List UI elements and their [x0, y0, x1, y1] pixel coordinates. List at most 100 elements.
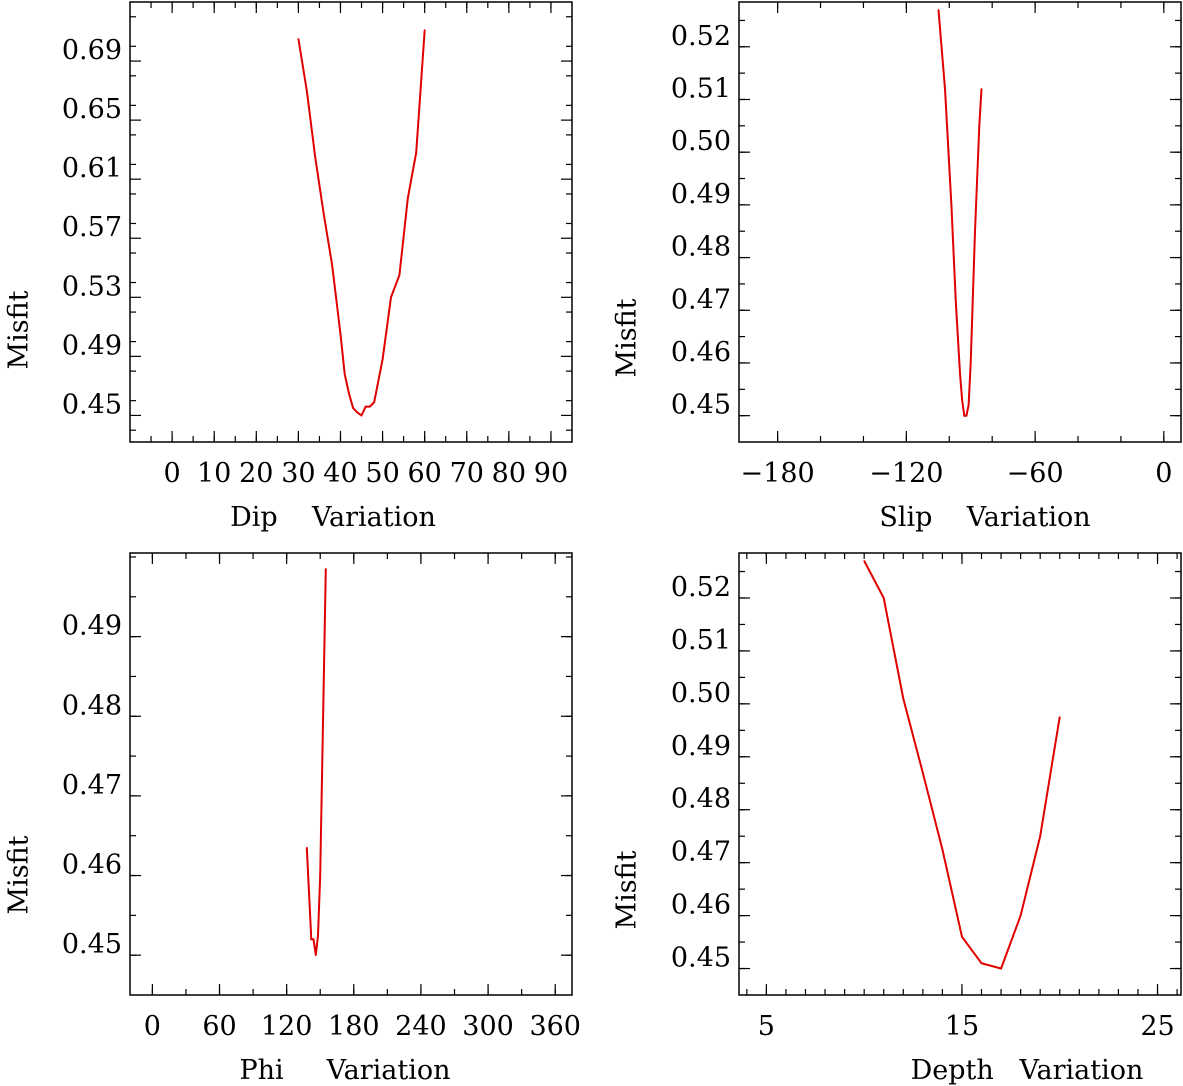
data-point — [339, 333, 342, 336]
y-tick-label: 0.51 — [671, 625, 731, 656]
y-tick-label: 0.49 — [671, 731, 731, 762]
y-axis-title: Misfit — [4, 290, 35, 369]
x-tick-label: −180 — [741, 458, 815, 489]
y-axis-title: Misfit — [612, 850, 643, 929]
data-point — [959, 372, 961, 375]
data-point — [1039, 835, 1041, 837]
data-point — [319, 874, 322, 877]
x-axis-title: Phi Variation — [240, 1055, 451, 1086]
data-point — [312, 938, 315, 941]
data-point — [314, 156, 317, 158]
data-point — [356, 411, 359, 414]
data-point — [1058, 716, 1061, 718]
plot-frame — [738, 552, 1182, 996]
x-axis-title: Dip Variation — [230, 502, 436, 533]
y-tick-label: 0.45 — [62, 929, 122, 960]
data-point — [297, 38, 300, 40]
data-point — [373, 401, 375, 403]
y-tick-label: 0.45 — [62, 389, 122, 420]
data-point — [398, 274, 401, 276]
y-tick-label: 0.65 — [62, 94, 122, 125]
chart-panel-1: 0 10 20 30 40 50 60 70 80 90 0.45 0.49 0.53 0.57 0.61 0… — [4, 1, 573, 533]
y-tick-label: 0.48 — [62, 690, 122, 721]
y-tick-label: 0.46 — [671, 337, 731, 368]
data-point — [390, 296, 392, 299]
x-tick-label: 240 — [395, 1011, 447, 1042]
data-point — [343, 373, 346, 375]
y-tick-label: 0.52 — [671, 572, 731, 603]
y-tick-label: 0.48 — [671, 784, 731, 815]
y-tick-label: 0.45 — [671, 943, 731, 974]
x-tick-label: 90 — [534, 458, 568, 489]
x-tick-label: 120 — [261, 1011, 313, 1042]
data-point — [967, 404, 970, 406]
x-tick-label: 20 — [239, 458, 273, 489]
data-point — [360, 414, 363, 417]
data-point — [369, 405, 371, 408]
misfit-series-line — [297, 30, 426, 417]
y-tick-label: 0.50 — [671, 126, 731, 157]
data-point — [348, 392, 350, 395]
x-tick-label: 360 — [529, 1011, 581, 1042]
data-point — [954, 298, 957, 301]
data-point — [961, 935, 963, 938]
data-point — [978, 125, 981, 127]
y-tick-label: 0.61 — [62, 153, 122, 184]
data-point — [965, 414, 968, 417]
data-point — [325, 568, 327, 570]
data-point — [317, 934, 319, 937]
x-tick-label: 15 — [945, 1011, 979, 1042]
x-tick-label: 50 — [365, 458, 399, 489]
plot-frame — [129, 1, 573, 443]
plot-frame — [129, 552, 573, 996]
y-tick-label: 0.51 — [671, 73, 731, 104]
data-point — [974, 230, 976, 233]
x-tick-label: 25 — [1140, 1011, 1174, 1042]
data-point — [423, 29, 426, 31]
chart-panel-4: 5 15 25 0.45 0.46 0.47 0.48 0.49 0.50 0.51 0.52 Dep… — [612, 552, 1182, 1086]
x-tick-label: −60 — [1007, 458, 1064, 489]
plot-frame — [738, 1, 1182, 443]
data-point — [364, 405, 367, 408]
x-tick-label: 0 — [164, 458, 181, 489]
data-point — [944, 88, 946, 90]
x-tick-label: 80 — [492, 458, 526, 489]
x-tick-label: 60 — [407, 458, 441, 489]
misfit-series-line — [305, 568, 327, 956]
y-tick-label: 0.49 — [62, 611, 122, 642]
x-axis-title: Slip Variation — [879, 502, 1090, 533]
data-point — [407, 197, 409, 200]
y-tick-label: 0.46 — [671, 890, 731, 921]
data-point — [415, 151, 418, 154]
x-tick-label: 0 — [144, 1011, 161, 1042]
data-point — [980, 962, 983, 965]
y-axis-title: Misfit — [4, 835, 35, 914]
y-axis-title: Misfit — [612, 298, 643, 377]
y-tick-label: 0.45 — [671, 390, 731, 421]
data-point — [352, 407, 354, 409]
y-tick-label: 0.47 — [671, 837, 731, 868]
y-tick-label: 0.50 — [671, 678, 731, 709]
x-tick-label: 0 — [1155, 458, 1172, 489]
data-point — [322, 212, 325, 214]
data-point — [863, 560, 865, 562]
y-tick-label: 0.49 — [671, 179, 731, 210]
misfit-series-line — [937, 9, 983, 417]
data-point — [882, 597, 885, 599]
data-point — [922, 771, 924, 774]
x-tick-label: 30 — [281, 458, 315, 489]
y-tick-label: 0.48 — [671, 232, 731, 263]
data-point — [306, 846, 308, 849]
y-tick-label: 0.47 — [62, 770, 122, 801]
y-tick-label: 0.69 — [62, 35, 122, 66]
x-tick-label: 10 — [197, 458, 231, 489]
y-tick-label: 0.47 — [671, 284, 731, 315]
y-tick-label: 0.46 — [62, 850, 122, 881]
chart-panel-3: 0 60 120 180 240 300 360 0.45 0.46 0.47 0.48 0.49 Ph… — [4, 552, 581, 1086]
x-tick-label: 40 — [323, 458, 357, 489]
data-point — [310, 938, 313, 941]
x-axis-title: Depth Variation — [911, 1055, 1144, 1086]
x-tick-label: 5 — [758, 1011, 775, 1042]
x-tick-label: 70 — [450, 458, 484, 489]
y-tick-label: 0.49 — [62, 330, 122, 361]
